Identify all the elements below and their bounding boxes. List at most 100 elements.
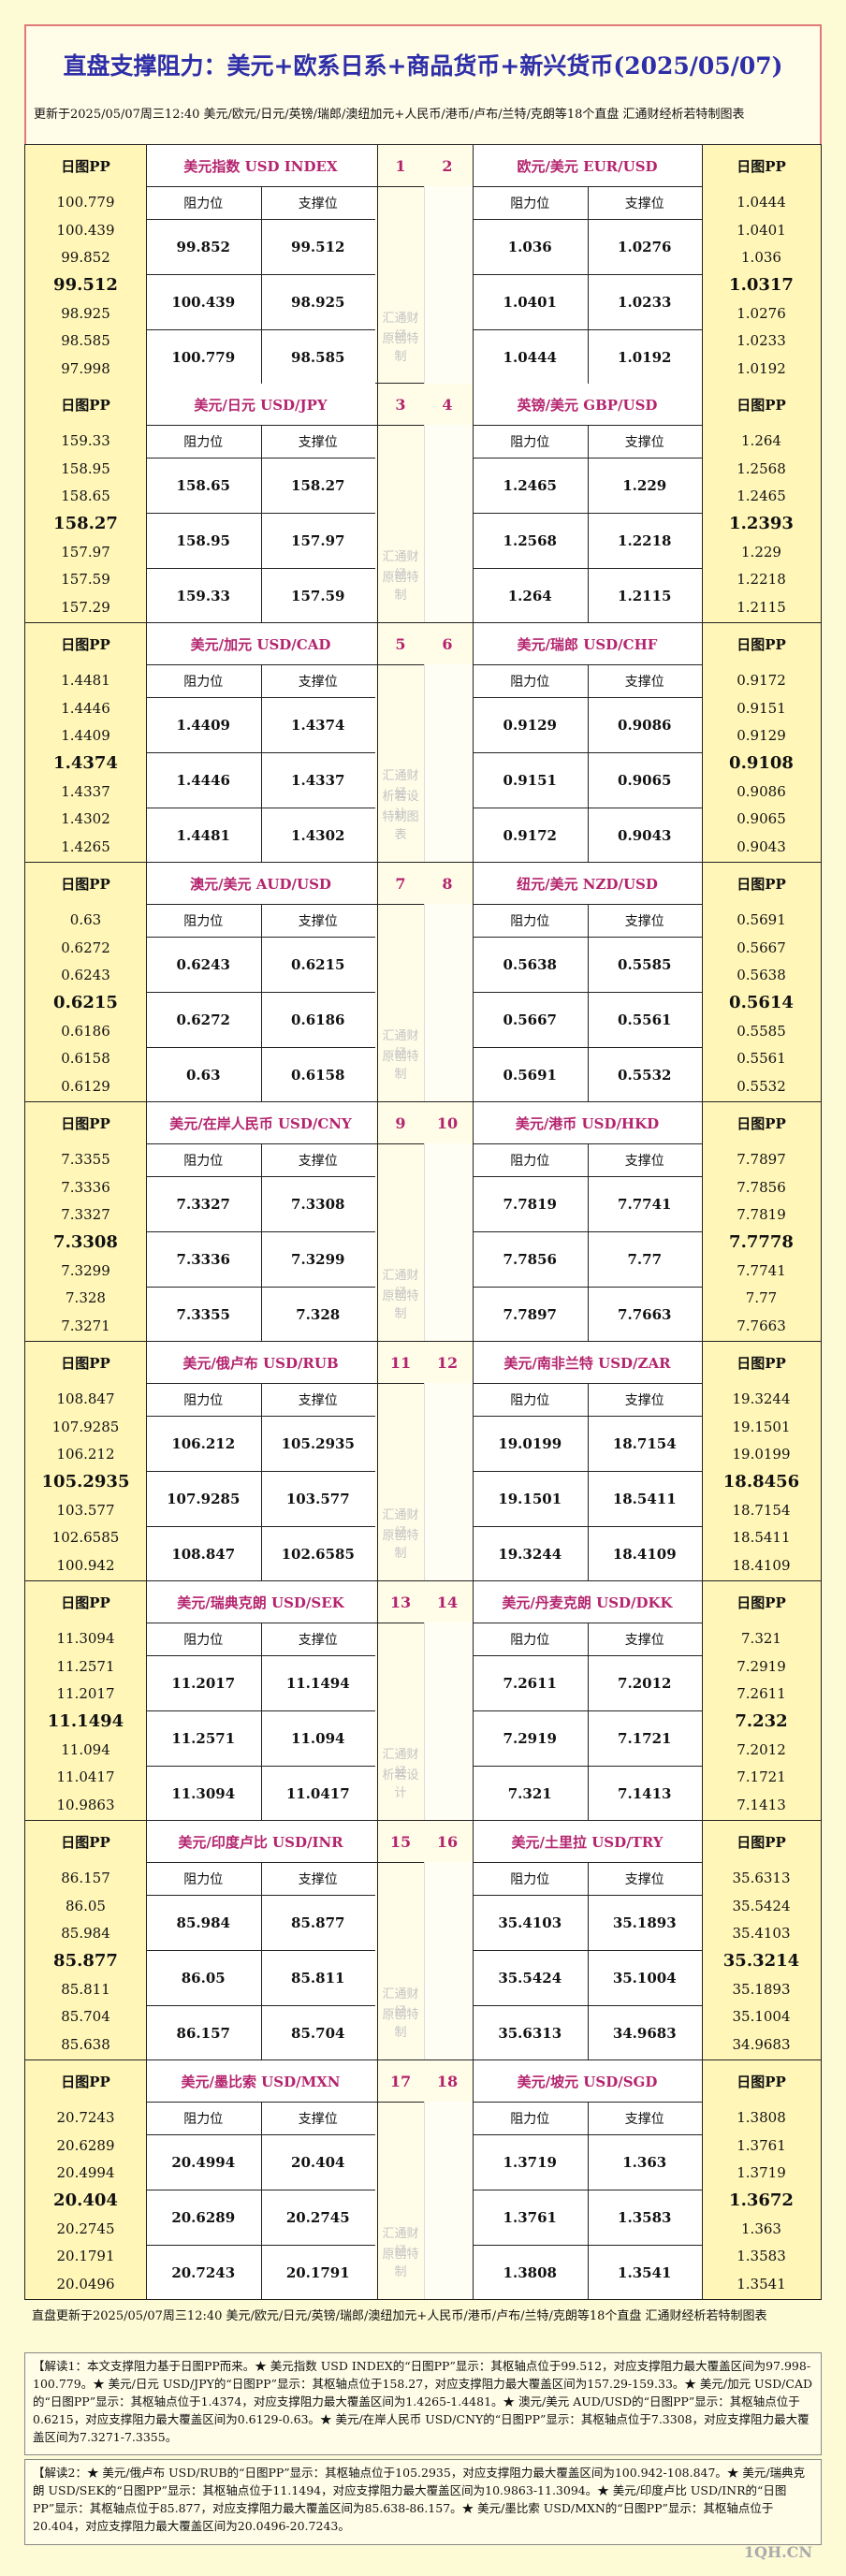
level-value: 1.4374	[291, 716, 345, 734]
pp-value: 7.7897	[737, 1150, 786, 1168]
pp-value: 0.9108	[729, 753, 794, 774]
pp-value: 99.852	[61, 249, 110, 267]
column-header: 支撑位	[624, 913, 664, 929]
pp-value: 0.6186	[61, 1022, 110, 1040]
pp-value: 0.5561	[737, 1050, 786, 1068]
center-gap	[424, 2102, 473, 2299]
pair-name: 美元/丹麦克朗 USD/DKK	[502, 1594, 673, 1611]
level-value: 19.0199	[498, 1434, 562, 1452]
pair-name: 美元指数 USD INDEX	[183, 157, 338, 175]
rule	[377, 1581, 378, 1821]
pp-value: 7.3355	[61, 1150, 110, 1168]
level-value: 7.7663	[618, 1305, 672, 1323]
pp-value: 35.1004	[732, 2008, 791, 2026]
pp-value: 0.9129	[737, 727, 786, 745]
pp-value: 1.036	[741, 249, 781, 267]
level-value: 7.7741	[618, 1195, 672, 1213]
pp-value: 98.585	[61, 332, 110, 350]
pp-column	[25, 1821, 146, 2059]
pp-value: 1.3761	[737, 2136, 786, 2154]
rule	[260, 1623, 262, 1821]
center-gap	[424, 1143, 473, 1341]
level-value: 0.63	[185, 1066, 221, 1084]
pp-value: 7.3299	[61, 1261, 110, 1279]
block-number: 1	[395, 156, 406, 175]
pp-value: 1.2393	[729, 514, 794, 534]
pp-value: 7.328	[66, 1289, 106, 1307]
level-value: 7.7856	[503, 1250, 557, 1268]
rule	[473, 1581, 474, 1821]
level-value: 85.984	[176, 1914, 230, 1931]
pair-name: 纽元/美元 NZD/USD	[517, 875, 658, 893]
column-header: 阻力位	[183, 1871, 224, 1887]
level-value: 100.439	[171, 293, 236, 311]
block-number: 18	[436, 2072, 459, 2090]
column-header: 支撑位	[298, 434, 338, 450]
pp-value: 157.29	[61, 599, 110, 617]
pp-value: 107.9285	[51, 1418, 120, 1435]
pp-value: 20.4994	[56, 2164, 115, 2182]
pp-value: 11.1494	[47, 1711, 124, 1732]
pp-header: 日图PP	[737, 1354, 786, 1372]
column-header: 支撑位	[298, 1871, 338, 1887]
watermark: 原创特制	[382, 332, 419, 364]
pp-value: 7.7819	[737, 1206, 786, 1224]
pp-value: 7.3327	[61, 1206, 110, 1224]
pp-value: 103.577	[56, 1501, 115, 1519]
pp-header: 日图PP	[61, 2073, 110, 2090]
level-value: 7.77	[627, 1250, 663, 1268]
level-value: 106.212	[171, 1434, 236, 1452]
column-header: 阻力位	[510, 1871, 550, 1887]
pp-value: 7.2611	[737, 1685, 786, 1703]
pp-value: 1.0192	[737, 360, 786, 378]
currency-block: 日图PP 11.3094 11.2571 11.2017 11.1494 11.094 11…	[24, 1581, 822, 1821]
pp-value: 7.232	[735, 1711, 788, 1732]
pp-value: 19.1501	[732, 1418, 791, 1435]
rule	[260, 1143, 262, 1342]
level-value: 35.5424	[498, 1969, 562, 1987]
block-number: 6	[442, 634, 453, 653]
level-value: 86.05	[181, 1969, 226, 1987]
pp-value: 0.5667	[737, 939, 786, 956]
pp-value: 1.4409	[61, 727, 110, 745]
rule	[260, 2102, 262, 2300]
pp-value: 158.27	[53, 514, 118, 534]
pp-value: 1.4374	[53, 753, 118, 774]
rule	[377, 1102, 378, 1342]
pair-name: 美元/土里拉 USD/TRY	[511, 1833, 664, 1851]
pp-column	[702, 1581, 821, 1820]
level-value: 1.0233	[618, 293, 672, 311]
pp-value: 7.77	[745, 1289, 778, 1307]
level-value: 1.4481	[176, 826, 230, 844]
rule	[146, 384, 147, 623]
rule	[702, 623, 703, 863]
pp-column	[702, 384, 821, 622]
pp-value: 7.321	[741, 1629, 781, 1647]
level-value: 11.1494	[285, 1674, 350, 1692]
rule	[473, 1342, 474, 1581]
rule	[702, 1821, 703, 2060]
pp-value: 86.05	[66, 1897, 106, 1914]
pp-value: 1.2115	[737, 599, 786, 617]
level-value: 11.3094	[171, 1784, 236, 1802]
block-number: 2	[442, 156, 453, 175]
center-gap	[424, 904, 473, 1101]
rule	[146, 1102, 147, 1342]
pp-value: 85.984	[61, 1925, 110, 1943]
rule	[587, 1383, 589, 1581]
pp-header: 日图PP	[61, 1833, 110, 1851]
pp-value: 35.4103	[732, 1925, 791, 1943]
pp-column	[702, 623, 821, 862]
level-value: 158.95	[176, 531, 230, 549]
pp-value: 1.3583	[737, 2248, 786, 2265]
pp-value: 35.1893	[732, 1980, 791, 1998]
column-header: 阻力位	[183, 2111, 224, 2127]
level-value: 85.811	[291, 1969, 345, 1987]
column-header: 阻力位	[510, 1632, 550, 1648]
rule	[146, 145, 147, 385]
pair-name: 美元/俄卢布 USD/RUB	[182, 1354, 339, 1372]
pp-value: 100.942	[56, 1557, 115, 1575]
level-value: 7.3336	[176, 1250, 230, 1268]
column-header: 支撑位	[298, 1392, 338, 1408]
